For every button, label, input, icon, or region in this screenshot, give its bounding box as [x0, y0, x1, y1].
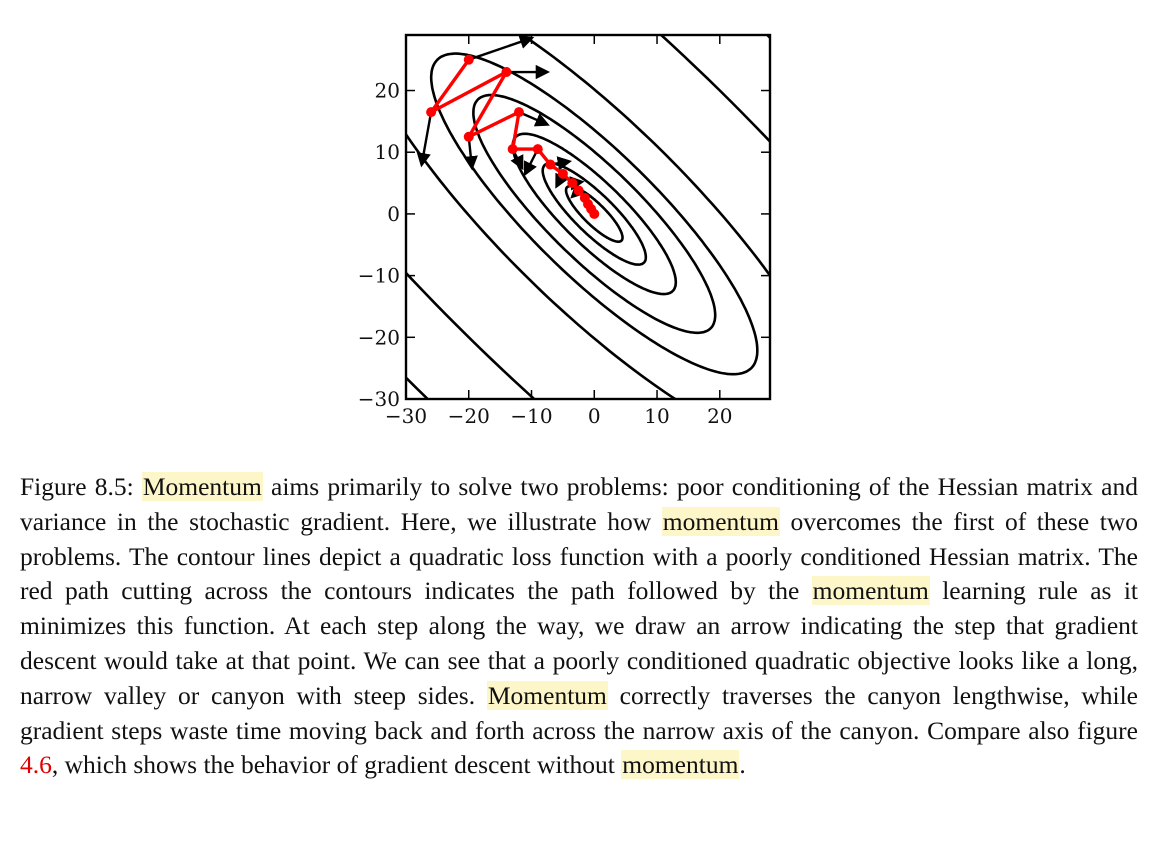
y-tick-label: −10: [358, 264, 400, 288]
contour-lines: [406, 35, 770, 399]
contour-line: [511, 132, 678, 296]
momentum-path-point: [463, 131, 474, 142]
y-tick-label: −30: [358, 387, 400, 411]
momentum-path-point: [557, 168, 568, 179]
momentum-path-point: [567, 178, 578, 189]
figure-8-5: −30 −20 −10 0 10 20 20 10 0 −10 −20 −30: [358, 33, 772, 428]
y-axis: 20 10 0 −10 −20 −30: [358, 79, 770, 411]
figure-caption: Figure 8.5: Momentum aims primarily to s…: [20, 470, 1138, 783]
momentum-path-point: [573, 185, 584, 196]
contour-line: [406, 35, 770, 399]
momentum-path-point: [589, 208, 600, 219]
momentum-path-point: [426, 107, 437, 118]
caption-text: learning rule as it minimizes this funct…: [20, 576, 1138, 710]
gradient-arrow: [463, 136, 478, 171]
gradient-arrow: [518, 111, 550, 127]
plot-frame: [404, 33, 772, 401]
caption-text: aims primarily to solve two problems: po…: [20, 472, 1138, 536]
contour-plot: −30 −20 −10 0 10 20 20 10 0 −10 −20 −30: [358, 33, 772, 428]
momentum-path-point: [532, 144, 543, 155]
gradient-step-arrows: [416, 35, 586, 199]
contour-line: [406, 35, 770, 399]
y-tick-label: 10: [375, 140, 400, 164]
highlight-momentum: momentum: [811, 576, 930, 606]
momentum-path-point: [513, 107, 524, 118]
x-axis: −30 −20 −10 0 10 20: [385, 35, 733, 428]
highlight-momentum: momentum: [621, 750, 740, 780]
momentum-path-point: [501, 67, 512, 78]
x-tick-label: −20: [448, 404, 490, 428]
caption-text: overcomes the first of these two problem…: [20, 506, 1138, 606]
caption-text: .: [739, 750, 746, 780]
x-tick-label: 0: [588, 404, 601, 428]
y-tick-label: −20: [358, 325, 400, 349]
y-tick-label: 0: [387, 202, 400, 226]
caption-label: Figure 8.5:: [20, 472, 134, 501]
x-tick-label: 10: [644, 404, 669, 428]
contour-line: [429, 52, 759, 376]
caption-text: correctly traverses the canyon lengthwis…: [20, 680, 1138, 745]
momentum-path: [426, 54, 600, 219]
x-tick-label: 20: [707, 404, 732, 428]
gradient-arrow: [416, 111, 433, 168]
caption-text: , which shows the behavior of gradient d…: [51, 750, 622, 780]
x-tick-label: −10: [510, 404, 552, 428]
contour-line: [472, 93, 717, 335]
gradient-arrow: [468, 35, 535, 61]
contour-line: [406, 35, 770, 399]
highlight-momentum: Momentum: [486, 680, 608, 710]
momentum-path-point: [507, 144, 518, 155]
highlight-momentum: Momentum: [141, 472, 263, 501]
highlight-momentum: momentum: [661, 506, 780, 536]
momentum-path-point: [463, 54, 474, 65]
figure-reference-link[interactable]: 4.6: [20, 750, 52, 780]
y-tick-label: 20: [375, 79, 400, 103]
x-tick-label: −30: [385, 404, 427, 428]
momentum-path-point: [545, 159, 556, 170]
